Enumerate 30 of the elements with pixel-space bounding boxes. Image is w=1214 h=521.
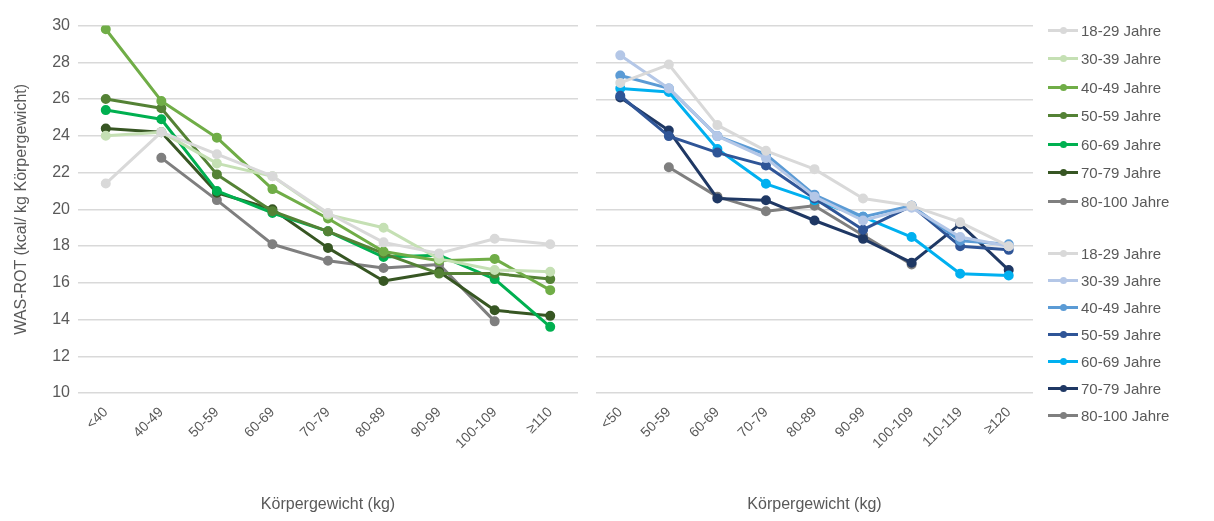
legend-label: 30-39 Jahre <box>1081 50 1162 68</box>
y-tick-label: 24 <box>52 126 71 144</box>
x-tick-label: <50 <box>597 403 626 432</box>
legend-label: 30-39 Jahre <box>1081 272 1162 289</box>
y-tick-label: 18 <box>52 236 71 254</box>
legend-label: 50-59 Jahre <box>1081 326 1162 343</box>
legend-label: 60-69 Jahre <box>1081 135 1162 153</box>
y-tick-label: 28 <box>52 52 71 70</box>
y-axis-title: WAS-ROT (kcal/ kg Körpergewicht) <box>12 83 30 335</box>
x-axis-title: Körpergewicht (kg) <box>260 494 396 512</box>
x-axis-title: Körpergewicht (kg) <box>747 494 882 512</box>
legend-label: 60-69 Jahre <box>1081 353 1162 370</box>
legend-label: 18-29 Jahre <box>1081 21 1162 39</box>
legend-label: 40-49 Jahre <box>1081 299 1162 316</box>
legend-label: 70-79 Jahre <box>1081 164 1162 182</box>
y-tick-label: 16 <box>52 273 71 291</box>
legend-label: 80-100 Jahre <box>1081 192 1170 210</box>
legend-label: 18-29 Jahre <box>1081 245 1162 262</box>
y-tick-label: 30 <box>52 16 71 34</box>
y-tick-label: 10 <box>52 383 71 401</box>
legend-label: 70-79 Jahre <box>1081 380 1162 397</box>
y-tick-label: 26 <box>52 89 71 107</box>
y-tick-label: 22 <box>52 162 71 180</box>
y-tick-label: 20 <box>52 199 71 217</box>
legend-label: 50-59 Jahre <box>1081 107 1162 125</box>
legend-label: 80-100 Jahre <box>1081 407 1170 424</box>
y-tick-label: 14 <box>52 309 71 327</box>
legend-label: 40-49 Jahre <box>1081 78 1162 96</box>
x-tick-label: <40 <box>82 403 111 432</box>
y-tick-label: 12 <box>52 346 71 364</box>
